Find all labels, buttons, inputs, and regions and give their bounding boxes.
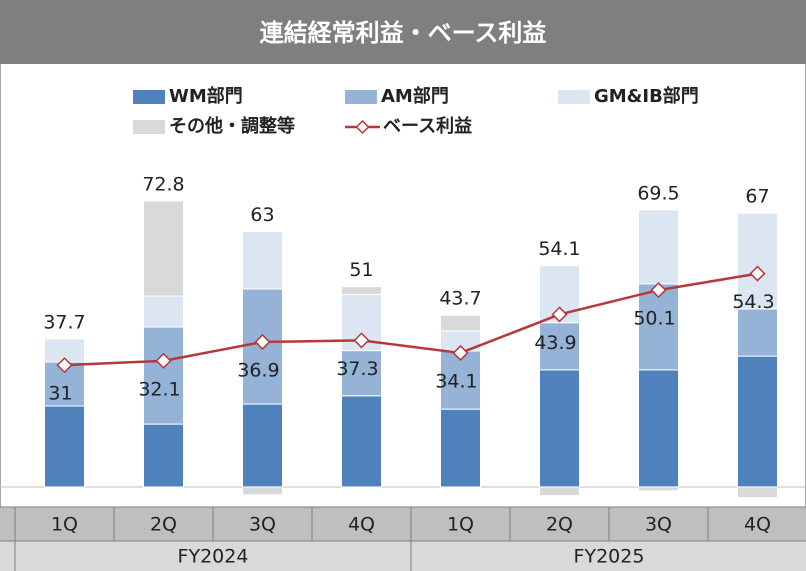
bar-segment — [341, 395, 382, 488]
bar-segment — [242, 231, 283, 290]
total-label: 72.8 — [142, 173, 184, 195]
bar-segment — [539, 369, 580, 488]
bar-segment — [539, 322, 580, 371]
bar-segment — [242, 486, 283, 496]
bar-segment — [737, 308, 778, 357]
x-tick-label: 3Q — [249, 514, 276, 536]
bar-segment — [341, 286, 382, 295]
x-tick-label: 1Q — [51, 514, 78, 536]
total-label: 37.7 — [43, 311, 85, 333]
total-label: 43.7 — [439, 288, 481, 310]
total-label: 67 — [745, 186, 769, 208]
title-bar — [0, 0, 806, 64]
total-label: 69.5 — [637, 182, 679, 204]
legend-label: AM部門 — [381, 85, 449, 107]
base-profit-marker — [56, 357, 73, 374]
bar-segment — [143, 326, 184, 425]
bar-segment — [44, 405, 85, 488]
base-profit-marker — [650, 282, 667, 299]
bar-segment — [143, 423, 184, 488]
x-tick-label: 4Q — [348, 514, 375, 536]
legend-label: WM部門 — [169, 85, 243, 107]
legend-marker — [355, 119, 370, 135]
bar-segment — [638, 209, 679, 285]
total-label: 63 — [250, 204, 274, 226]
x-tick-label: 4Q — [744, 514, 771, 536]
base-profit-label: 50.1 — [633, 308, 675, 330]
base-profit-marker — [452, 344, 469, 362]
base-profit-marker — [749, 265, 766, 282]
legend-swatch — [133, 120, 165, 134]
legend-swatch — [558, 90, 590, 104]
legend-label: その他・調整等 — [169, 115, 295, 137]
base-profit-label: 37.3 — [336, 358, 378, 380]
bar-segment — [638, 486, 679, 492]
base-profit-marker — [551, 306, 568, 323]
bar-segment — [242, 403, 283, 488]
base-profit-label: 36.9 — [237, 359, 279, 381]
bar-segment — [539, 486, 580, 497]
base-profit-marker — [254, 333, 271, 351]
base-profit-marker — [155, 352, 172, 369]
base-profit-label: 34.1 — [435, 370, 477, 392]
bar-segment — [737, 355, 778, 488]
bar-segment — [737, 486, 778, 499]
base-profit-marker — [353, 332, 370, 349]
legend-swatch — [345, 90, 377, 104]
chart-title: 連結経常利益・ベース利益 — [260, 19, 547, 47]
total-label: 51 — [349, 259, 373, 281]
base-profit-label: 43.9 — [534, 332, 576, 354]
bar-segment — [638, 369, 679, 488]
group-label: FY2025 — [574, 546, 645, 568]
base-profit-label: 32.1 — [138, 378, 180, 400]
x-tick-label: 2Q — [150, 514, 177, 536]
legend-label: GM&IB部門 — [594, 85, 699, 107]
category-row — [0, 507, 806, 541]
base-profit-line — [64, 272, 758, 367]
legend-label: ベース利益 — [383, 115, 472, 137]
bar-segment — [737, 212, 778, 310]
group-row — [0, 541, 806, 571]
bar-segment — [440, 408, 481, 488]
total-label: 54.1 — [538, 238, 580, 260]
x-tick-label: 1Q — [447, 514, 474, 536]
base-profit-label: 31 — [48, 383, 72, 405]
legend-swatch — [133, 90, 165, 104]
base-profit-label: 54.3 — [732, 291, 774, 313]
bar-segment — [143, 295, 184, 328]
bar-segment — [143, 200, 184, 297]
group-label: FY2024 — [178, 546, 249, 568]
bar-segment — [341, 350, 382, 397]
x-tick-label: 3Q — [645, 514, 672, 536]
bar-segment — [440, 314, 481, 332]
x-tick-label: 2Q — [546, 514, 573, 536]
